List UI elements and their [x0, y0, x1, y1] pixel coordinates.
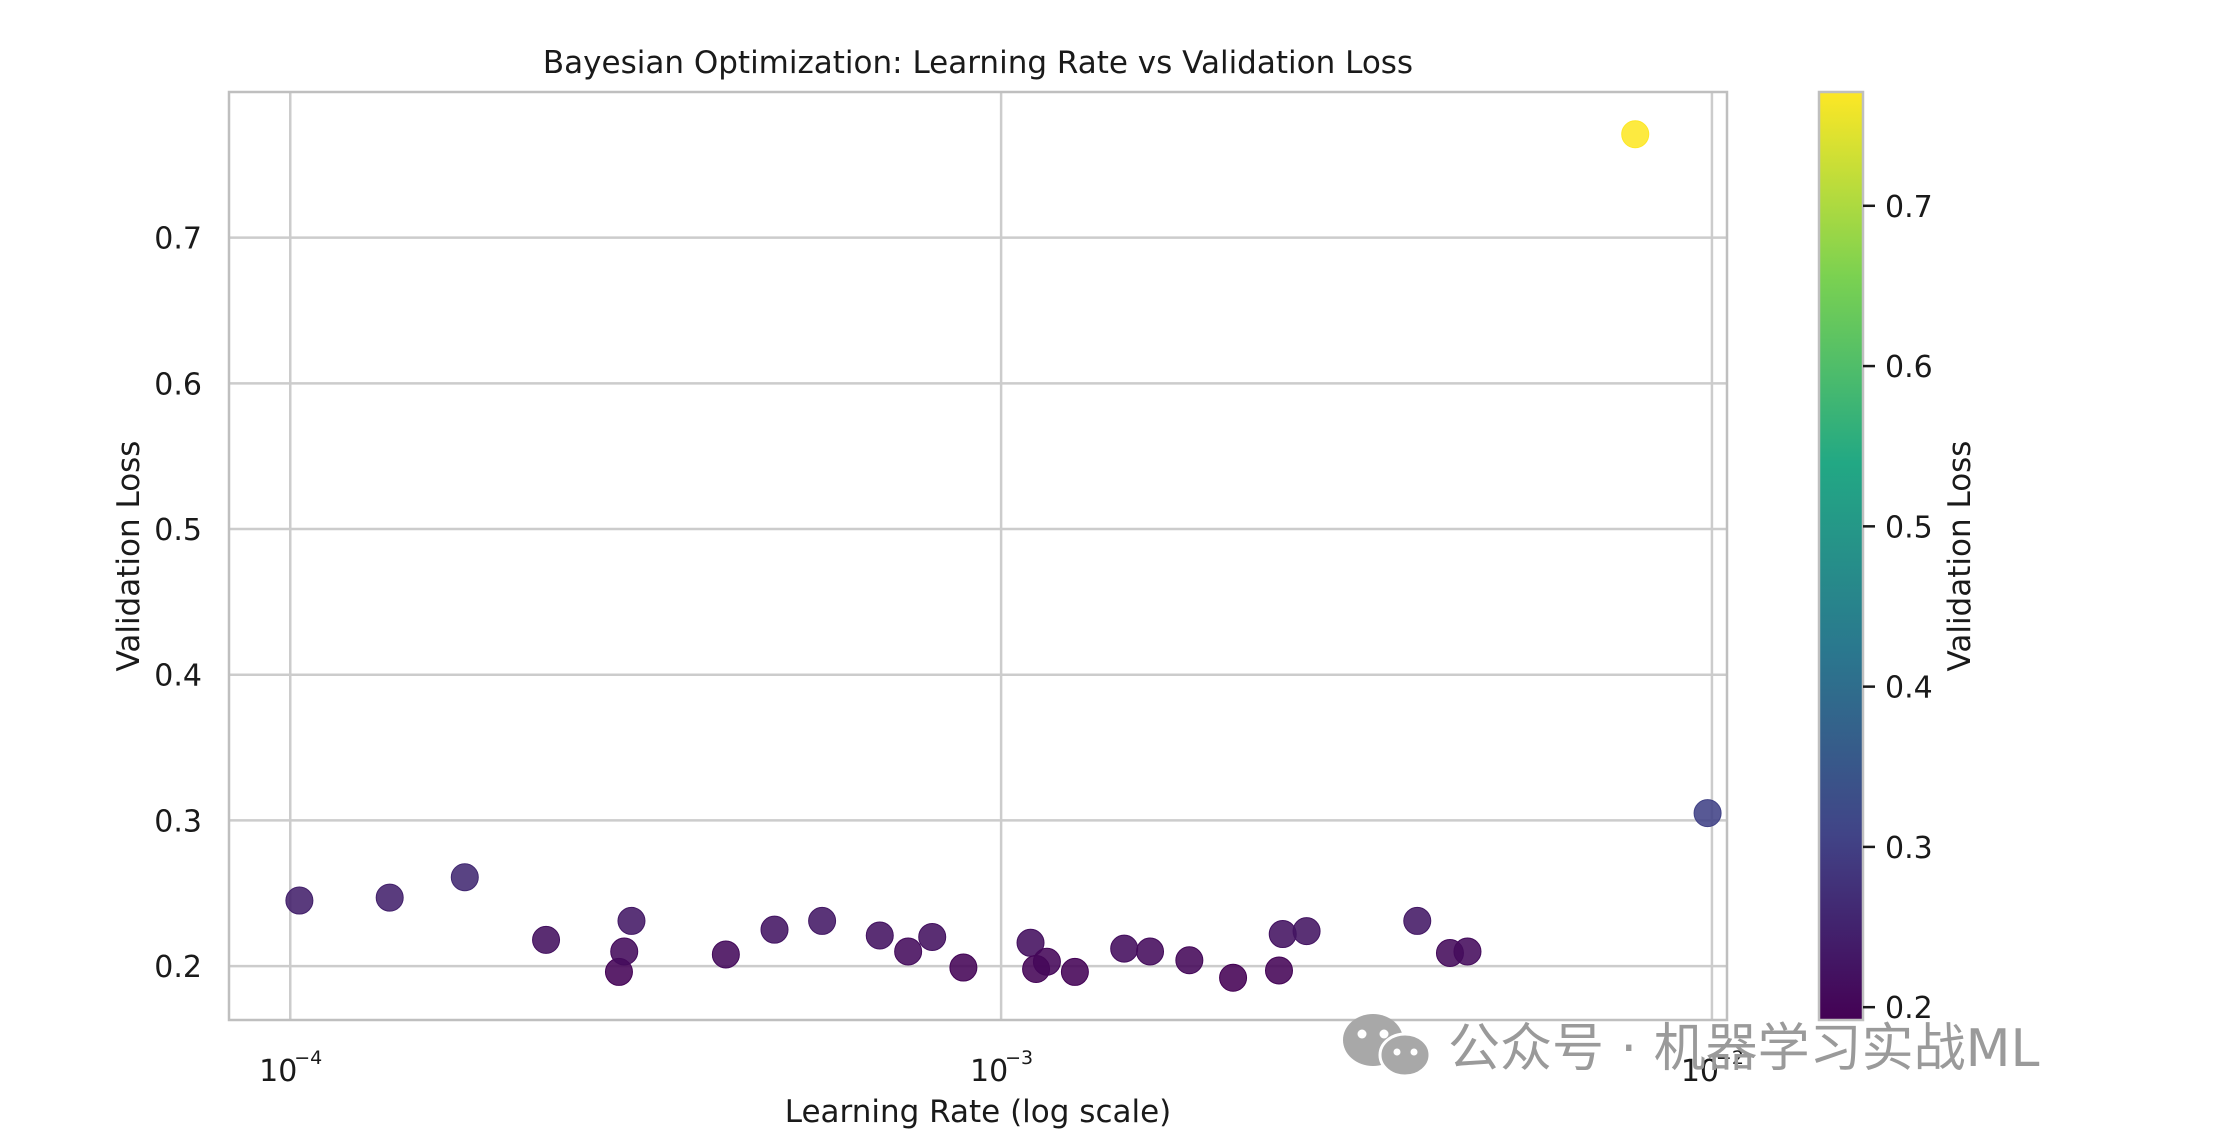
x-axis-label: Learning Rate (log scale): [785, 1094, 1172, 1130]
colorbar: 0.2 0.3 0.4 0.5 0.6 0.7 Validation Loss: [1817, 90, 1978, 1026]
y-axis-label: Validation Loss: [111, 441, 147, 672]
data-point: [1292, 917, 1321, 946]
colorbar-tick-label: 0.4: [1885, 671, 1933, 706]
y-tick-label: 0.5: [154, 513, 202, 548]
data-point: [949, 953, 978, 982]
data-point: [1268, 920, 1297, 949]
data-point: [711, 940, 740, 969]
x-tick-label: 10: [1681, 1054, 1719, 1089]
x-tick-exponent: −4: [294, 1047, 322, 1069]
y-tick-label: 0.2: [154, 950, 202, 985]
data-point: [808, 906, 837, 935]
colorbar-tick-label: 0.2: [1885, 991, 1933, 1026]
y-tick-label: 0.4: [154, 659, 202, 694]
colorbar-gradient: [1817, 90, 1865, 1022]
data-point: [865, 921, 894, 950]
data-point: [1219, 963, 1248, 992]
data-point: [1136, 937, 1165, 966]
data-point: [1060, 957, 1089, 986]
data-point: [285, 886, 314, 915]
x-tick-label: 10: [970, 1054, 1008, 1089]
y-tick-label: 0.3: [154, 804, 202, 839]
data-point: [610, 937, 639, 966]
wechat-icon: [1343, 1014, 1432, 1078]
x-axis-ticks: 10−4 10−3 10−2: [259, 1047, 1744, 1089]
data-point: [532, 925, 561, 954]
plot-frame: [227, 90, 1729, 1022]
y-axis-ticks: 0.2 0.3 0.4 0.5 0.6 0.7: [154, 222, 202, 985]
data-point: [1693, 799, 1722, 828]
y-tick-label: 0.7: [154, 222, 202, 257]
data-point: [760, 915, 789, 944]
colorbar-tick-label: 0.5: [1885, 510, 1933, 545]
data-point: [1453, 937, 1482, 966]
x-tick-label: 10: [259, 1054, 297, 1089]
data-point: [1621, 120, 1650, 149]
colorbar-label: Validation Loss: [1942, 441, 1978, 672]
grid-lines: [229, 92, 1727, 1020]
watermark: 公众号 · 机器学习实战ML: [1343, 1014, 2039, 1079]
data-point: [1032, 947, 1061, 976]
colorbar-ticks: 0.2 0.3 0.4 0.5 0.6 0.7: [1863, 190, 1933, 1026]
data-point: [375, 883, 404, 912]
data-point: [617, 906, 646, 935]
data-point: [1403, 906, 1432, 935]
data-point: [918, 922, 947, 951]
data-point: [1264, 956, 1293, 985]
watermark-text: 公众号 · 机器学习实战ML: [1448, 1019, 2039, 1079]
x-tick-exponent: −3: [1005, 1047, 1033, 1069]
data-point: [1110, 934, 1139, 963]
colorbar-tick-label: 0.6: [1885, 350, 1933, 385]
y-tick-label: 0.6: [154, 367, 202, 402]
colorbar-tick-label: 0.7: [1885, 190, 1933, 225]
x-tick-exponent: −2: [1716, 1047, 1744, 1069]
colorbar-tick-label: 0.3: [1885, 831, 1933, 866]
data-point: [1175, 946, 1204, 975]
data-point: [450, 863, 479, 892]
chart-title: Bayesian Optimization: Learning Rate vs …: [543, 45, 1413, 81]
data-point: [894, 937, 923, 966]
data-points: [285, 120, 1722, 992]
